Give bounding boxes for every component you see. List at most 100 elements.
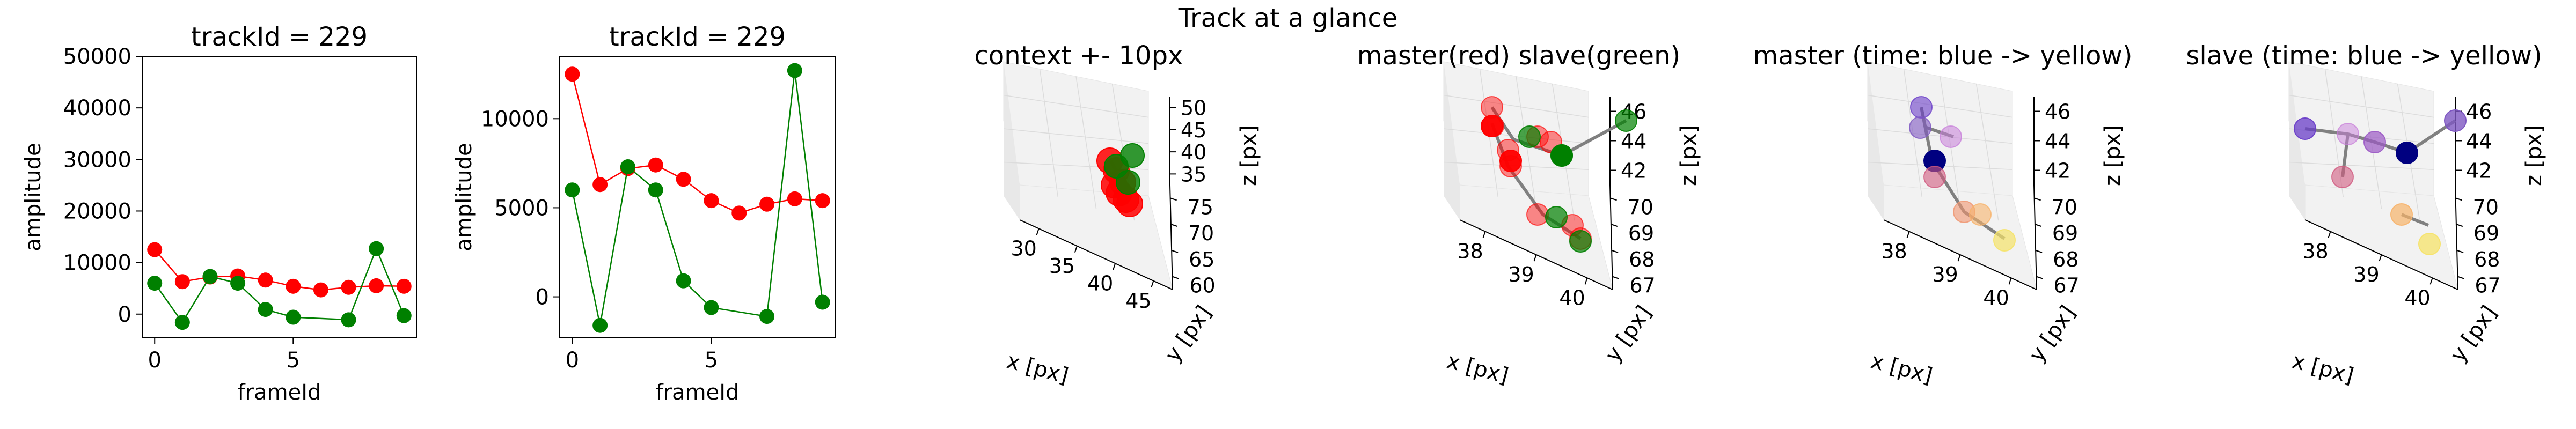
grid-line [1443,128,1589,144]
z-tick-label: 42 [2045,159,2070,183]
x-tick-label: 40 [2404,286,2430,309]
data-point [2331,166,2354,188]
data-point [1518,125,1541,148]
z-tick-label: 46 [2466,100,2492,124]
data-point [704,300,719,315]
y-axis-label: amplitude [21,143,46,251]
z-axis-label: z [px] [2522,125,2546,186]
data-point [1569,230,1592,253]
data-point [2390,203,2413,226]
x-axis-line [1019,219,1173,290]
y-tick-label: 68 [2053,248,2079,271]
y-tick [1170,197,1177,201]
x-tick-label: 39 [1932,263,1958,286]
x-tick-label: 38 [1881,240,1907,263]
y-tick [2035,224,2042,227]
data-point [815,193,830,209]
z-tick-label: 44 [2045,130,2070,153]
side-wall-pane [1868,62,1884,220]
y-tick [2456,224,2463,227]
plot-area [142,56,417,338]
x-tick-label: 38 [1457,240,1483,263]
z-tick-label: 35 [1181,162,1206,186]
x-tick [1036,228,1040,235]
data-point [1969,203,1992,226]
data-point [1545,206,1568,228]
y-tick-label: 75 [1188,195,1213,219]
x-tick [1113,263,1116,270]
grid-line [2288,161,2434,170]
x-tick [1533,254,1537,262]
y-axis-label: amplitude [452,143,477,251]
chart-title: master(red) slave(green) [1357,41,1680,71]
side-wall-pane [2289,62,2305,220]
data-point [1910,96,1933,119]
data-point [676,172,691,187]
grid-line [1003,128,1149,144]
y-tick-label: 68 [2474,248,2500,271]
side-wall-pane [1004,62,1020,220]
z-tick-label: 40 [1181,140,1206,164]
y-axis-line [2033,184,2037,290]
data-point [1909,116,1931,139]
data-point [286,309,301,325]
data-point [202,269,218,284]
x-tick-label: 35 [1049,254,1075,278]
x-tick-label: 5 [705,348,718,373]
x-tick-label: 40 [1559,286,1585,309]
x-tick-label: 30 [1011,236,1036,260]
x-axis-label: x [px] [1868,349,1935,389]
x-tick-label: 38 [2302,240,2328,263]
x-tick [2379,254,2382,262]
y-tick [1610,197,1617,201]
data-point [2418,233,2441,255]
x-tick-label: 0 [148,348,162,373]
data-point [592,177,608,193]
x-tick-label: 45 [1125,289,1151,313]
data-point [258,272,273,288]
x-tick [1151,280,1154,288]
y-axis-line [1609,184,1613,290]
x-axis-label: frameId [238,380,321,405]
data-point [1615,109,1637,132]
data-point [815,294,830,310]
data-point [620,159,635,175]
y-axis-label: y [px] [2446,301,2502,367]
data-point [787,63,802,78]
data-point [147,242,163,257]
data-point [565,66,580,82]
x-tick [1957,254,1961,262]
y-tick-label: 69 [2052,221,2078,245]
x-tick-label: 40 [1087,271,1113,295]
y-tick-label: 60 [1189,274,1215,298]
y-tick-label: 10000 [481,107,549,131]
data-point [648,182,663,198]
y-tick-label: 70 [2473,195,2499,219]
z-tick-label: 44 [2466,130,2492,153]
y-axis-line [1169,184,1173,290]
z-tick-label: 44 [1621,130,1646,153]
y-tick-label: 10000 [63,251,131,276]
y-tick [2455,197,2462,201]
grid-line [1075,76,1097,209]
data-point [1550,144,1573,167]
chart-title: trackId = 229 [191,22,368,52]
y-tick-label: 68 [1629,248,1655,271]
data-point [1116,190,1143,217]
x-axis-label: x [px] [1444,349,1511,389]
y-tick-label: 0 [536,285,549,310]
grid-line [1443,94,1589,118]
data-point [396,278,412,294]
z-axis-label: z [px] [1236,125,1261,186]
data-point [230,276,246,291]
data-point [648,157,663,173]
y-tick-label: 20000 [63,199,131,224]
y-axis-label: y [px] [1600,301,1657,367]
y-tick-label: 50000 [63,45,131,69]
figure-suptitle: Track at a glance [1178,3,1398,33]
y-tick [2034,197,2041,201]
x-tick-label: 40 [1983,286,2009,309]
x-tick [1584,278,1588,285]
